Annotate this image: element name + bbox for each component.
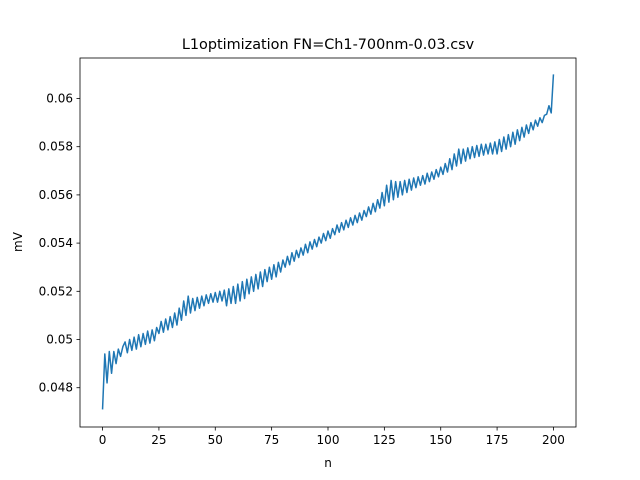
x-tick-label: 0 — [99, 433, 107, 447]
x-tick-label: 175 — [486, 433, 509, 447]
x-tick-label: 125 — [373, 433, 396, 447]
x-tick-label: 25 — [151, 433, 166, 447]
y-tick-label: 0.052 — [39, 284, 73, 298]
y-axis-label: mV — [11, 231, 25, 252]
x-tick-label: 100 — [317, 433, 340, 447]
y-tick-label: 0.05 — [46, 333, 73, 347]
y-tick-label: 0.06 — [46, 91, 73, 105]
y-tick-label: 0.048 — [39, 381, 73, 395]
y-tick-label: 0.054 — [39, 236, 73, 250]
x-tick-label: 75 — [264, 433, 279, 447]
x-tick-label: 150 — [429, 433, 452, 447]
x-axis-label: n — [324, 456, 332, 470]
x-tick-label: 50 — [208, 433, 223, 447]
x-tick-label: 200 — [542, 433, 565, 447]
y-tick-label: 0.056 — [39, 188, 73, 202]
chart-title: L1optimization FN=Ch1-700nm-0.03.csv — [182, 37, 475, 53]
y-tick-label: 0.058 — [39, 140, 73, 154]
data-line — [101, 74, 555, 410]
axes-frame — [79, 57, 577, 428]
